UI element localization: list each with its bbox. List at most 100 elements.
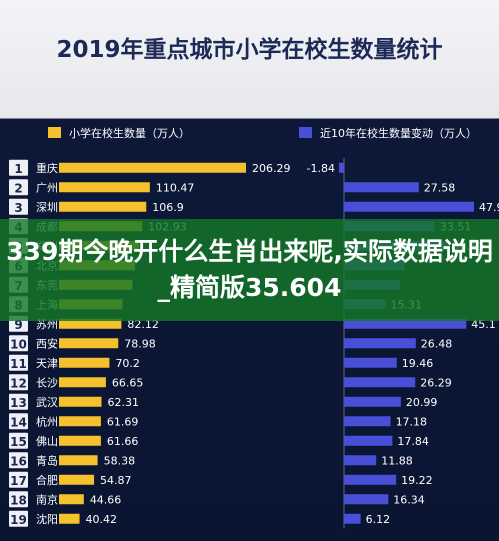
city-label: 天津 — [36, 357, 58, 370]
city-label: 重庆 — [36, 161, 58, 175]
right-bar — [344, 435, 393, 446]
legend-label-right: 近10年在校生数量变动（万人） — [320, 126, 477, 140]
rank-number: 3 — [14, 201, 22, 215]
left-bar — [59, 182, 150, 193]
left-value-label: 70.2 — [115, 357, 140, 370]
rank-box — [9, 413, 28, 430]
city-label: 合肥 — [36, 473, 58, 487]
right-bar — [344, 474, 397, 485]
left-value-label: 44.66 — [90, 493, 122, 506]
left-value-label: 62.31 — [108, 396, 139, 409]
rank-number: 19 — [10, 513, 27, 527]
right-bar — [344, 182, 419, 193]
left-value-label: 61.69 — [107, 415, 138, 428]
right-value-label: 6.12 — [366, 513, 391, 526]
rank-box — [9, 510, 28, 527]
left-bar — [59, 494, 84, 505]
rank-number: 17 — [10, 474, 27, 488]
right-bar — [344, 396, 401, 407]
left-value-label: 54.87 — [100, 474, 131, 487]
overlay-caption: 339期今晚开什么生肖出来呢,实际数据说明_精简版35.604 — [6, 237, 493, 302]
city-label: 苏州 — [36, 318, 58, 331]
city-label: 杭州 — [36, 414, 58, 428]
left-value-label: 206.29 — [252, 162, 291, 175]
left-bar — [59, 377, 106, 388]
city-label: 青岛 — [36, 453, 58, 467]
rank-box — [9, 159, 28, 176]
rank-number: 14 — [10, 415, 27, 429]
rank-number: 10 — [10, 337, 27, 351]
left-value-label: 110.47 — [156, 181, 195, 194]
left-bar — [59, 416, 101, 427]
city-label: 长沙 — [36, 376, 58, 389]
left-bar — [59, 474, 95, 485]
chart-title: 2019年重点城市小学在校生数量统计 — [56, 37, 443, 63]
right-bar — [344, 338, 416, 349]
left-bar — [59, 338, 119, 349]
right-value-label: 47.95 — [479, 201, 499, 214]
rank-box — [9, 374, 28, 391]
left-value-label: 58.38 — [104, 454, 136, 467]
rank-box — [9, 393, 28, 410]
city-label: 佛山 — [36, 435, 58, 448]
left-value-label: 82.12 — [127, 318, 159, 331]
right-bar — [344, 513, 361, 524]
right-value-label: 27.58 — [424, 181, 456, 194]
right-bar — [344, 201, 474, 212]
left-bar — [59, 201, 147, 212]
right-value-label: 19.22 — [401, 474, 433, 487]
rank-box — [9, 452, 28, 469]
overlay-banner — [0, 219, 499, 321]
rank-box — [9, 198, 28, 215]
city-label: 南京 — [36, 492, 58, 506]
city-label: 深圳 — [36, 201, 58, 214]
right-value-label: 45.1 — [471, 318, 496, 331]
city-label: 沈阳 — [36, 512, 58, 526]
right-bar — [339, 162, 344, 173]
left-value-label: 40.42 — [86, 513, 118, 526]
right-bar — [344, 357, 397, 368]
left-value-label: 66.65 — [112, 376, 144, 389]
right-value-label: 20.99 — [406, 396, 438, 409]
rank-box — [9, 354, 28, 371]
right-bar — [344, 416, 391, 427]
left-bar — [59, 318, 122, 329]
left-bar — [59, 357, 110, 368]
left-value-label: 78.98 — [124, 337, 156, 350]
legend-label-left: 小学在校生数量（万人） — [69, 126, 190, 140]
left-bar — [59, 162, 246, 173]
rank-number: 12 — [10, 376, 27, 390]
right-bar — [344, 455, 377, 466]
left-bar — [59, 435, 101, 446]
legend-swatch-right — [299, 127, 312, 138]
rank-number: 9 — [14, 318, 22, 332]
rank-box — [9, 179, 28, 196]
rank-number: 18 — [10, 493, 27, 507]
rank-box — [9, 471, 28, 488]
left-bar — [59, 396, 102, 407]
right-value-label: -1.84 — [307, 162, 335, 175]
rank-number: 1 — [14, 162, 22, 176]
rank-box — [9, 432, 28, 449]
rank-number: 2 — [14, 181, 22, 195]
right-value-label: 17.84 — [397, 435, 429, 448]
left-value-label: 61.66 — [107, 435, 139, 448]
rank-number: 15 — [10, 435, 27, 449]
right-value-label: 11.88 — [381, 454, 413, 467]
rank-number: 16 — [10, 454, 27, 468]
city-label: 武汉 — [36, 396, 58, 409]
left-bar — [59, 455, 98, 466]
left-bar — [59, 513, 80, 524]
right-bar — [344, 494, 389, 505]
rank-box — [9, 335, 28, 352]
city-label: 西安 — [36, 336, 58, 350]
rank-number: 11 — [10, 357, 27, 371]
right-value-label: 17.18 — [396, 415, 428, 428]
right-bar — [344, 377, 416, 388]
rank-number: 13 — [10, 396, 27, 410]
right-value-label: 16.34 — [393, 493, 425, 506]
left-value-label: 106.9 — [152, 201, 184, 214]
right-value-label: 26.48 — [421, 337, 453, 350]
